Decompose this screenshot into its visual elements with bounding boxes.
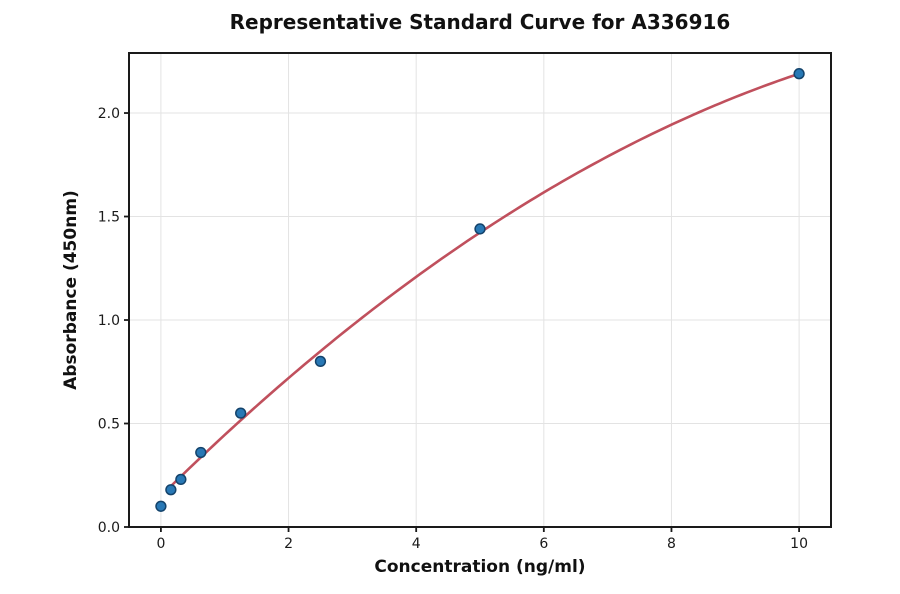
gridlines: [129, 53, 831, 528]
x-tick-label: 2: [284, 536, 293, 552]
data-points: [155, 68, 805, 512]
y-tick-label: 1.0: [98, 313, 120, 329]
chart-title: Representative Standard Curve for A33691…: [230, 10, 731, 34]
data-point: [235, 407, 247, 419]
data-point: [195, 446, 207, 459]
data-point: [155, 500, 167, 512]
data-point: [793, 68, 805, 80]
y-tick-label: 1.5: [98, 209, 120, 225]
x-axis-label: Concentration (ng/ml): [374, 557, 585, 577]
data-point: [165, 484, 177, 496]
x-tick-label: 6: [539, 536, 548, 552]
x-tick-label: 0: [156, 536, 165, 552]
axis-ticks: [124, 112, 800, 532]
x-tick-label: 10: [790, 536, 808, 552]
y-tick-label: 0.5: [98, 416, 120, 432]
plot-border: [128, 52, 832, 528]
y-tick-label: 2.0: [98, 106, 120, 122]
x-tick-label: 8: [667, 536, 676, 552]
axis-tick-labels: 0 2 4 6 8 10 0.0 0.5 1.0 1.5 2.0: [98, 106, 808, 552]
data-point: [474, 223, 486, 235]
data-point: [314, 355, 327, 368]
x-tick-label: 4: [412, 536, 421, 552]
data-point: [175, 473, 187, 486]
y-tick-label: 0.0: [98, 520, 120, 536]
y-axis-label: Absorbance (450nm): [61, 190, 81, 390]
fit-curve-line: [165, 72, 801, 491]
